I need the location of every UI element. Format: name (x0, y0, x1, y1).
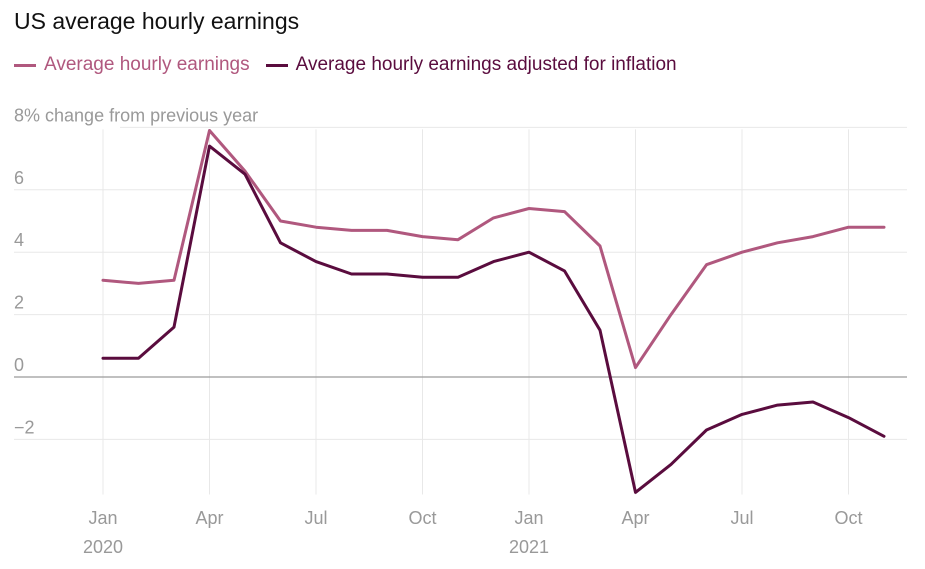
y-tick-label: 0 (14, 355, 24, 375)
y-tick-label: 8% change from previous year (14, 105, 258, 125)
legend-label-real: Average hourly earnings adjusted for inf… (295, 54, 677, 75)
legend-label-nominal: Average hourly earnings (44, 54, 250, 75)
series-line-nominal (101, 129, 886, 370)
x-tick-label: Jul (304, 508, 327, 528)
x-tick-label: Apr (195, 508, 223, 528)
legend-item-nominal: Average hourly earnings (14, 54, 250, 76)
legend-swatch-nominal (14, 63, 36, 67)
legend-swatch-real (265, 63, 288, 67)
series-line-real (101, 144, 886, 494)
grid-layer (14, 126, 907, 495)
chart-title: US average hourly earnings (14, 8, 300, 34)
x-tick-label: Jul (730, 508, 753, 528)
y-tick-label: −2 (14, 417, 35, 437)
x-tick-label: Oct (834, 508, 862, 528)
y-tick-label: 2 (14, 293, 24, 313)
y-tick-label: 4 (14, 230, 24, 250)
x-tick-label: Oct (408, 508, 436, 528)
chart-legend: Average hourly earnings Average hourly e… (14, 54, 693, 76)
x-tick-label: Jan (88, 508, 117, 528)
series-layer (101, 129, 886, 494)
legend-item-real: Average hourly earnings adjusted for inf… (265, 54, 677, 76)
x-tick-label: Apr (621, 508, 649, 528)
axis-layer: −2 0 2 4 6 8% change from previous year Jan 202… (14, 105, 863, 557)
x-tick-label: Jan (514, 508, 543, 528)
y-tick-label: 6 (14, 168, 24, 188)
x-tick-year-label: 2020 (83, 537, 123, 557)
x-tick-year-label: 2021 (509, 537, 549, 557)
y-axis-unit-label: % change from previous year (24, 105, 258, 125)
